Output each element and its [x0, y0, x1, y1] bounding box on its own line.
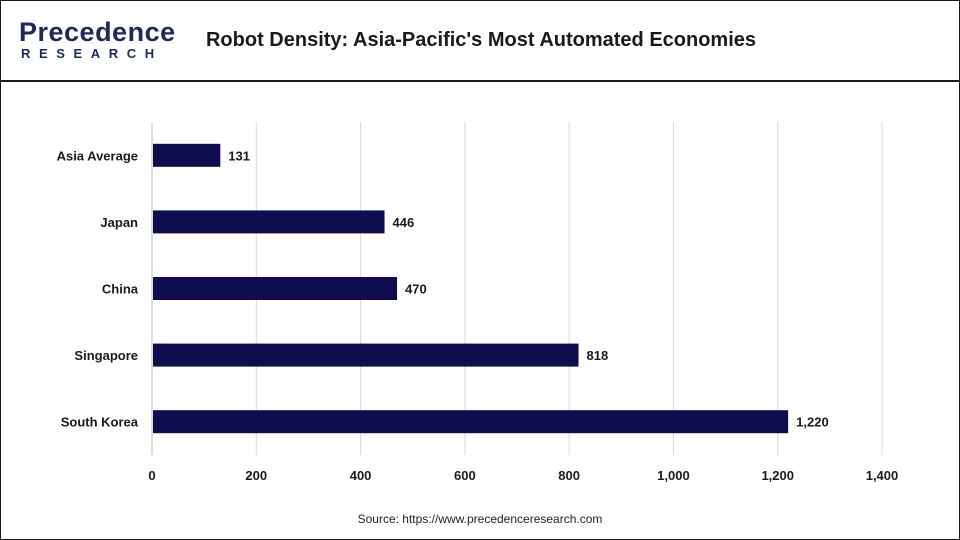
data-label: 131 [228, 148, 250, 163]
brand-logo: Precedence RESEARCH [19, 17, 175, 65]
category-label: China [102, 282, 139, 297]
category-label: South Korea [61, 415, 139, 430]
logo-wordmark: Precedence [19, 17, 176, 47]
bar [153, 143, 221, 167]
x-tick-label: 200 [245, 468, 267, 483]
category-label: Singapore [74, 348, 138, 363]
header: Precedence RESEARCH Robot Density: Asia-… [1, 1, 959, 82]
x-tick-label: 400 [350, 468, 372, 483]
x-tick-label: 0 [148, 468, 155, 483]
x-tick-label: 1,200 [761, 468, 794, 483]
x-tick-label: 600 [454, 468, 476, 483]
chart-title: Robot Density: Asia-Pacific's Most Autom… [205, 29, 757, 51]
bar [153, 210, 385, 234]
category-label: Japan [100, 215, 138, 230]
bar [153, 343, 579, 367]
data-label: 470 [405, 282, 427, 297]
data-label: 446 [393, 215, 415, 230]
logo-subtitle: RESEARCH [21, 46, 163, 61]
x-tick-label: 1,400 [866, 468, 899, 483]
data-label: 818 [587, 348, 609, 363]
source-note: Source: https://www.precedenceresearch.c… [357, 512, 603, 526]
bar [153, 410, 789, 434]
x-tick-label: 1,000 [657, 468, 690, 483]
bar [153, 277, 398, 300]
category-label: Asia Average [57, 148, 138, 163]
data-label: 1,220 [796, 415, 829, 430]
x-tick-label: 800 [558, 468, 580, 483]
